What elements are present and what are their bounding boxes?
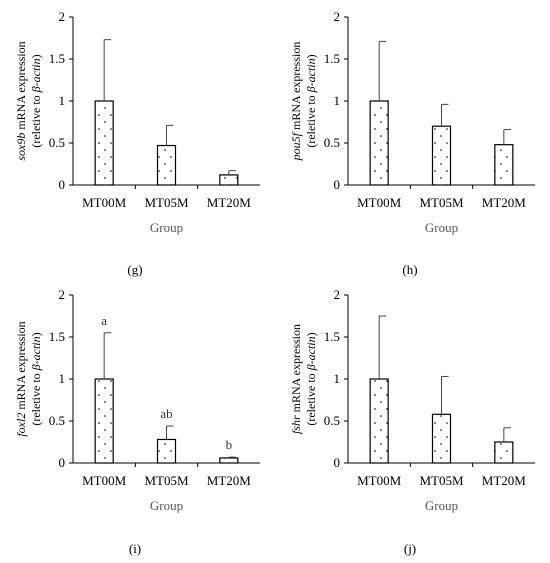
bar-MT00M — [94, 378, 114, 464]
chart-foxl2: 0 0.5 1 1.5 2 a MT00M ab MT05M b MT20M Group foxl2 m… — [14, 287, 260, 513]
bar-MT20M — [494, 144, 514, 186]
category-label-MT05M: MT05M — [144, 195, 189, 210]
category-label-MT20M: MT20M — [207, 195, 252, 210]
y-tick-label: 1 — [59, 93, 66, 108]
y-tick-label: 0 — [59, 177, 66, 192]
bar-MT20M — [494, 441, 514, 464]
bar-MT05M — [431, 413, 452, 464]
category-label-MT00M: MT00M — [82, 473, 127, 488]
y-tick-label: 0.5 — [324, 135, 340, 150]
category-label-MT20M: MT20M — [482, 473, 527, 488]
category-label-MT00M: MT00M — [357, 473, 402, 488]
x-axis-title: Group — [425, 220, 458, 235]
y-tick-label: 1.5 — [49, 51, 65, 66]
bar-MT05M — [156, 144, 177, 186]
category-label-MT05M: MT05M — [144, 473, 189, 488]
bar-MT05M — [431, 125, 452, 186]
category-label-MT00M: MT00M — [357, 195, 402, 210]
y-axis-title-line2: (reletive to β-actin) — [304, 54, 318, 147]
bar-MT20M — [219, 174, 239, 186]
y-tick-label: 0.5 — [49, 135, 65, 150]
y-tick-label: 0.5 — [324, 413, 340, 428]
bar-MT00M — [94, 100, 114, 186]
y-axis-title-line1: fshr mRNA expression — [289, 324, 303, 434]
y-tick-label: 1.5 — [324, 51, 340, 66]
y-tick-label: 2 — [59, 287, 66, 302]
y-axis-title-line1: foxl2 mRNA expression — [14, 321, 28, 436]
category-label-MT20M: MT20M — [482, 195, 527, 210]
y-tick-label: 1.5 — [49, 329, 65, 344]
bar-MT05M — [156, 438, 177, 464]
sig-letter-MT20M: b — [226, 437, 233, 452]
y-tick-label: 1 — [334, 93, 341, 108]
y-tick-label: 2 — [59, 9, 66, 24]
bar-MT20M — [219, 457, 239, 464]
panel-label-j: (j) — [403, 541, 417, 556]
y-tick-label: 0 — [59, 455, 66, 470]
y-tick-label: 1 — [59, 371, 66, 386]
y-axis-title-line2: (reletive to β-actin) — [304, 332, 318, 425]
x-axis-title: Group — [150, 220, 183, 235]
sig-letter-MT00M: a — [101, 313, 107, 328]
y-tick-label: 0.5 — [49, 413, 65, 428]
y-tick-label: 2 — [334, 287, 341, 302]
category-label-MT20M: MT20M — [207, 473, 252, 488]
category-label-MT00M: MT00M — [82, 195, 127, 210]
bar-MT00M — [369, 100, 389, 186]
y-axis-title-line2: (reletive to β-actin) — [29, 54, 43, 147]
y-axis-title-line1: sox9b mRNA expression — [14, 41, 28, 160]
y-tick-label: 1.5 — [324, 329, 340, 344]
panel-label-h: (h) — [402, 262, 418, 277]
category-label-MT05M: MT05M — [419, 473, 464, 488]
sig-letter-MT05M: ab — [160, 406, 172, 421]
bar-MT00M — [369, 378, 389, 464]
x-axis-title: Group — [425, 498, 458, 513]
y-tick-label: 0 — [334, 455, 341, 470]
panel-label-i: (i) — [128, 541, 142, 556]
y-tick-label: 1 — [334, 371, 341, 386]
chart-sox9b: 0 0.5 1 1.5 2 MT00M MT05M MT20M Group sox9b mRNA … — [14, 9, 260, 235]
y-axis-title-line1: pou5f mRNA expression — [289, 42, 303, 162]
chart-fshr: 0 0.5 1 1.5 2 MT00M MT05M MT20M Group fshr mRNA e… — [289, 287, 535, 513]
category-label-MT05M: MT05M — [419, 195, 464, 210]
y-tick-label: 0 — [334, 177, 341, 192]
chart-pou5f: 0 0.5 1 1.5 2 MT00M MT05M MT20M Group pou5f mRNA … — [289, 9, 535, 235]
panel-label-g: (g) — [127, 262, 143, 277]
y-axis-title-line2: (reletive to β-actin) — [29, 332, 43, 425]
y-tick-label: 2 — [334, 9, 341, 24]
x-axis-title: Group — [150, 498, 183, 513]
